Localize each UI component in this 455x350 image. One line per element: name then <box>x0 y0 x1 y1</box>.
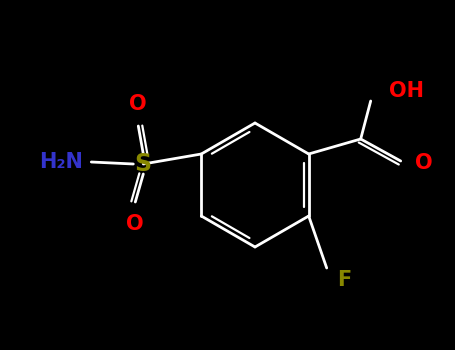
Text: S: S <box>135 152 152 176</box>
Text: O: O <box>126 214 144 234</box>
Text: F: F <box>337 270 351 290</box>
Text: O: O <box>415 153 432 173</box>
Text: O: O <box>130 94 147 114</box>
Text: OH: OH <box>389 81 424 101</box>
Text: H₂N: H₂N <box>40 152 83 172</box>
